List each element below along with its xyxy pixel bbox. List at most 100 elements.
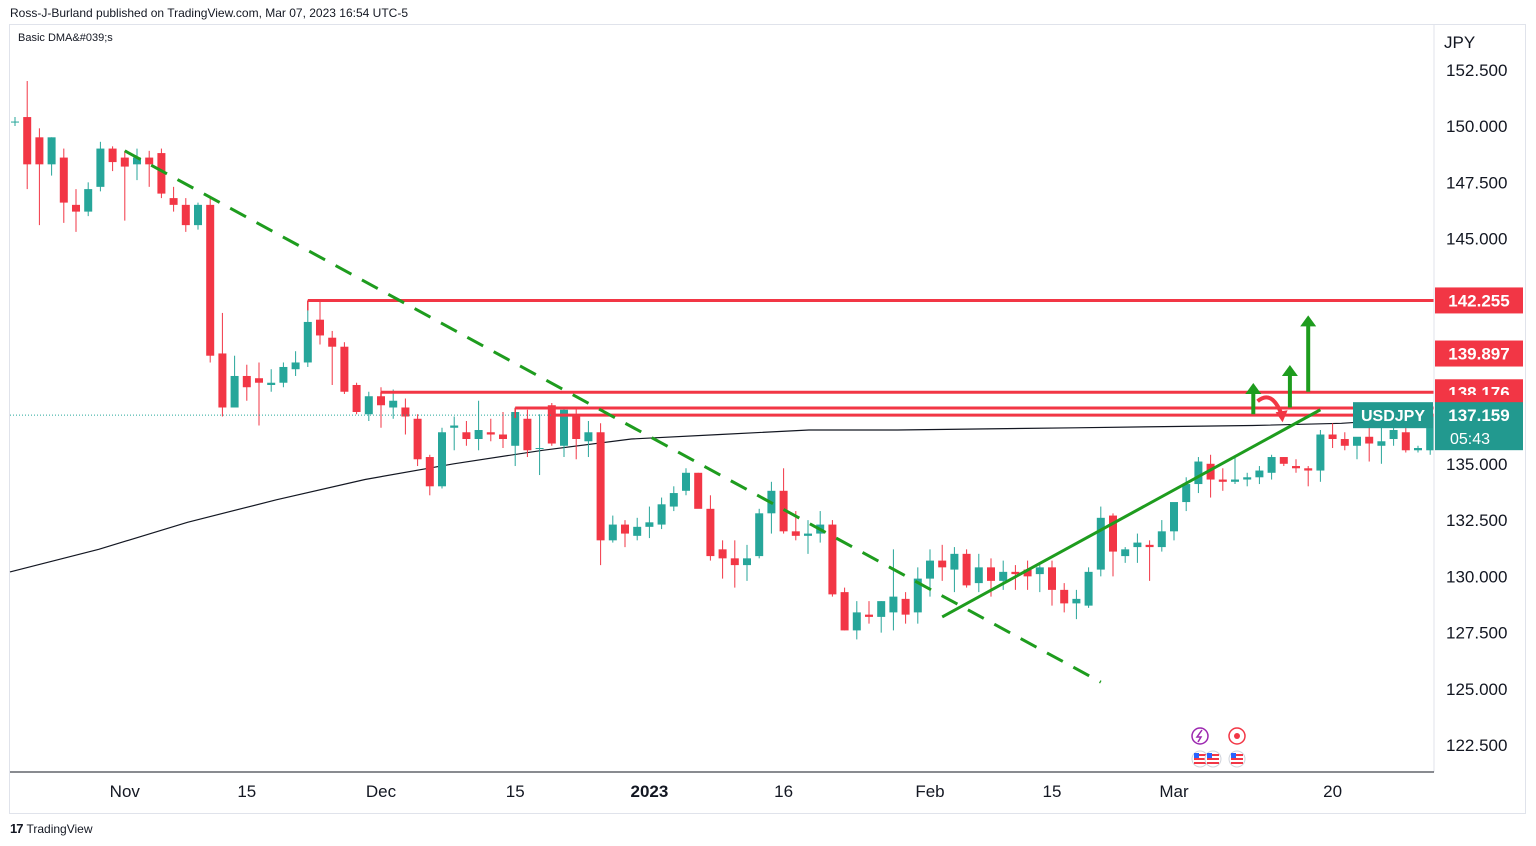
y-tick-label: 127.500: [1446, 624, 1507, 643]
candle: [157, 148, 166, 199]
candle: [1145, 540, 1154, 581]
candle-body: [303, 321, 312, 363]
candle-body: [938, 560, 947, 568]
candle-body: [718, 549, 727, 559]
candle: [340, 342, 349, 394]
candle: [840, 587, 849, 631]
up-arrow-3-icon: [1300, 315, 1317, 327]
candle: [1072, 589, 1081, 620]
candle-body: [1340, 439, 1349, 446]
candle: [865, 601, 873, 624]
candle: [35, 128, 44, 226]
candle-body: [1414, 448, 1422, 451]
candle: [852, 601, 861, 640]
candle-body: [1353, 436, 1361, 446]
flag-stripe: [1231, 762, 1243, 764]
candle: [206, 195, 215, 363]
economic-event-dot-icon: [1234, 733, 1240, 739]
candle-body: [633, 526, 642, 536]
candle-body: [1060, 589, 1069, 604]
candle-body: [1243, 477, 1252, 480]
level-price-tag: 139.897: [1435, 340, 1523, 367]
candle: [1243, 472, 1252, 487]
candle-body: [840, 592, 849, 631]
candle-body: [743, 558, 751, 566]
candle: [1353, 436, 1361, 460]
candle-body: [1316, 434, 1325, 471]
candle: [364, 391, 373, 422]
chart-frame: [9, 24, 1526, 814]
candle-body: [157, 153, 166, 194]
candle-body: [206, 204, 215, 356]
candle-body: [657, 504, 666, 525]
candle-body: [279, 366, 288, 383]
x-tick-label: 2023: [630, 782, 668, 801]
candle-body: [901, 598, 910, 615]
candle-body: [1109, 515, 1117, 552]
candle-body: [645, 522, 654, 527]
candle-body: [47, 137, 56, 165]
candle: [608, 515, 617, 543]
candle-body: [1170, 502, 1178, 532]
uptrend-trend-line: [941, 408, 1322, 619]
candle: [11, 117, 19, 127]
candle-body: [1035, 567, 1044, 575]
candle-body: [511, 412, 520, 446]
candle-body: [608, 524, 617, 541]
moving-average-line: [9, 417, 1431, 573]
tradingview-brand: TradingView: [26, 821, 93, 836]
candle: [352, 382, 361, 415]
candle: [1035, 565, 1044, 593]
candle-body: [1072, 598, 1081, 604]
candle-body: [730, 558, 739, 566]
candle-body: [1328, 434, 1337, 440]
y-tick-label: 135.000: [1446, 455, 1507, 474]
candle-body: [1157, 531, 1166, 548]
candle-body: [755, 513, 764, 557]
indicator-label[interactable]: Basic DMA&#039;s: [18, 32, 113, 44]
candle-body: [1426, 414, 1435, 451]
candle-body: [962, 553, 971, 586]
candle: [1218, 468, 1227, 491]
candle-body: [1182, 484, 1191, 503]
candle-body: [889, 596, 898, 613]
candle: [767, 481, 776, 534]
x-tick-label: 15: [506, 782, 525, 801]
candle: [303, 301, 312, 367]
candle: [401, 398, 410, 435]
candle: [1231, 457, 1239, 485]
x-tick-label: 16: [774, 782, 793, 801]
candle-body: [1121, 549, 1130, 557]
candle: [535, 414, 544, 476]
candle: [1292, 459, 1300, 473]
flag-canton: [1231, 753, 1236, 758]
candle-body: [255, 378, 263, 383]
candle-body: [474, 430, 483, 440]
candle-body: [413, 418, 422, 460]
y-tick-label: 145.000: [1446, 230, 1507, 249]
candle: [950, 547, 959, 593]
candle-body: [865, 614, 873, 617]
candle-body: [1011, 571, 1020, 575]
candle-body: [926, 560, 934, 579]
footer[interactable]: 17 TradingView: [10, 821, 93, 836]
candle-body: [181, 204, 190, 226]
candle: [267, 369, 276, 392]
candle-body: [1231, 479, 1239, 482]
candle-body: [1365, 436, 1374, 444]
countdown-label: 05:43: [1450, 431, 1490, 448]
candle-body: [291, 362, 300, 370]
candle: [1328, 423, 1337, 449]
candle: [1340, 432, 1349, 451]
candle-body: [999, 571, 1008, 581]
y-tick-label: 132.500: [1446, 511, 1507, 530]
candle: [59, 148, 68, 223]
candle: [291, 351, 300, 376]
candle-body: [1206, 463, 1215, 480]
candle: [242, 364, 251, 401]
candle: [1414, 445, 1422, 453]
flag-canton: [1194, 753, 1199, 758]
candle: [584, 421, 593, 458]
candle: [486, 418, 495, 442]
